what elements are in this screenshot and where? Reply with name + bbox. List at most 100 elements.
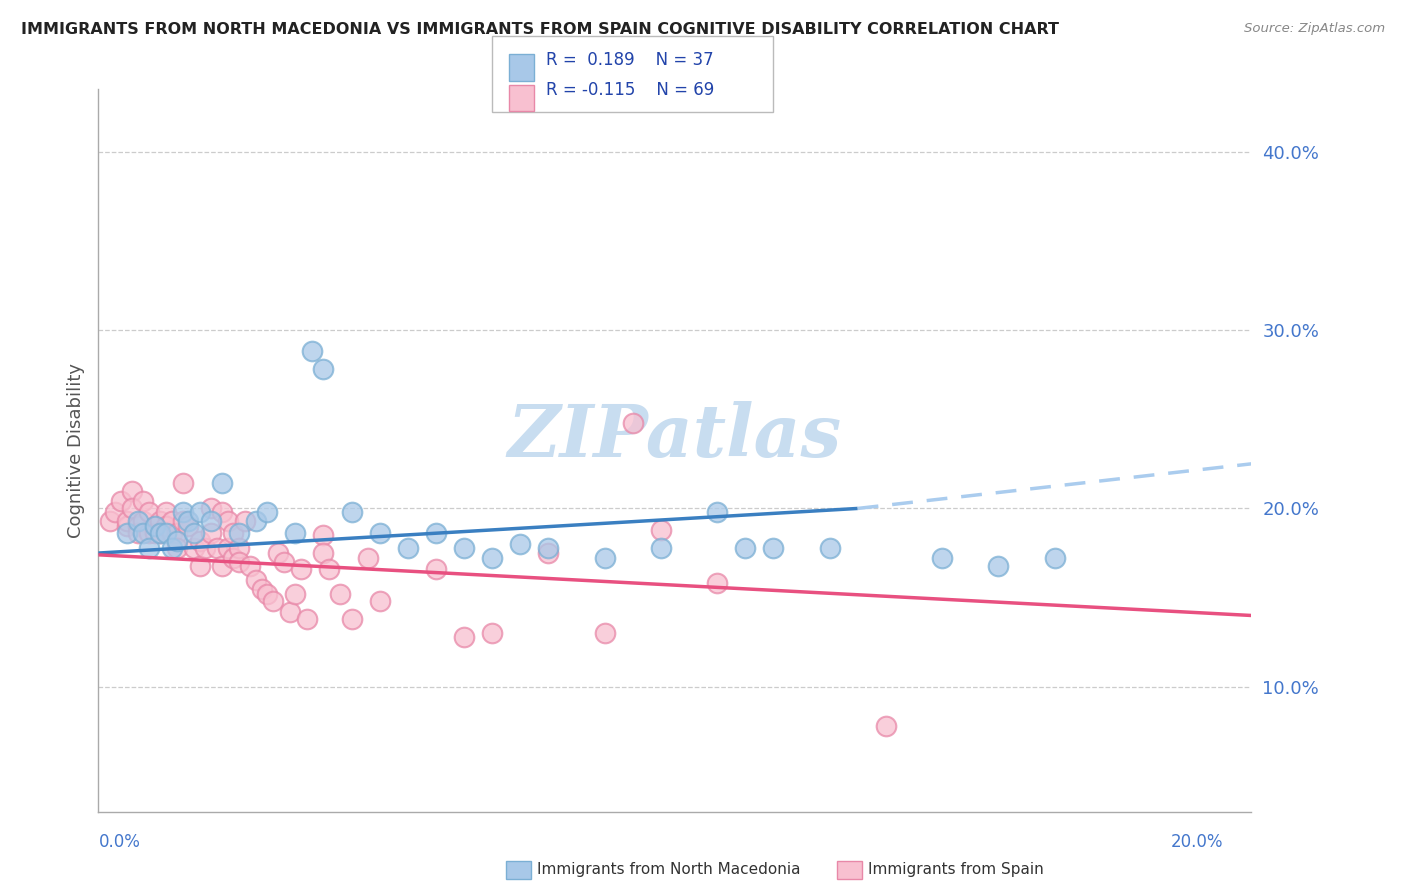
Point bbox=[138, 526, 160, 541]
Point bbox=[200, 501, 222, 516]
Point bbox=[172, 505, 194, 519]
Point bbox=[98, 514, 121, 528]
Point bbox=[177, 514, 200, 528]
Point bbox=[211, 558, 233, 573]
Point bbox=[172, 476, 194, 491]
Point bbox=[256, 505, 278, 519]
Point bbox=[166, 533, 188, 548]
Text: R = -0.115    N = 69: R = -0.115 N = 69 bbox=[546, 81, 714, 99]
Point bbox=[217, 541, 239, 555]
Point bbox=[183, 541, 205, 555]
Point bbox=[115, 526, 138, 541]
Point bbox=[706, 576, 728, 591]
Point bbox=[931, 551, 953, 566]
Text: ZIPatlas: ZIPatlas bbox=[508, 401, 842, 472]
Point bbox=[155, 519, 177, 533]
Point bbox=[127, 514, 149, 528]
Point bbox=[295, 612, 318, 626]
Point bbox=[537, 541, 560, 555]
Point bbox=[368, 526, 391, 541]
Point bbox=[155, 505, 177, 519]
Point bbox=[200, 526, 222, 541]
Point bbox=[396, 541, 419, 555]
Point bbox=[143, 519, 166, 533]
Text: Immigrants from Spain: Immigrants from Spain bbox=[868, 863, 1043, 877]
Point bbox=[278, 605, 301, 619]
Point bbox=[127, 519, 149, 533]
Point bbox=[138, 541, 160, 555]
Point bbox=[284, 587, 307, 601]
Point bbox=[273, 555, 295, 569]
Point bbox=[205, 541, 228, 555]
Point bbox=[621, 416, 644, 430]
Point bbox=[245, 573, 267, 587]
Point bbox=[987, 558, 1010, 573]
Point bbox=[188, 558, 211, 573]
Point bbox=[593, 551, 616, 566]
Point bbox=[228, 555, 250, 569]
Point bbox=[481, 626, 503, 640]
Point bbox=[211, 505, 233, 519]
Point bbox=[245, 514, 267, 528]
Point bbox=[734, 541, 756, 555]
Point bbox=[132, 514, 155, 528]
Point bbox=[228, 541, 250, 555]
Point bbox=[329, 587, 352, 601]
Point bbox=[357, 551, 380, 566]
Point bbox=[188, 533, 211, 548]
Point bbox=[149, 526, 172, 541]
Point bbox=[138, 505, 160, 519]
Point bbox=[132, 526, 155, 541]
Point bbox=[183, 526, 205, 541]
Point bbox=[222, 551, 245, 566]
Point bbox=[166, 541, 188, 555]
Point bbox=[650, 541, 672, 555]
Text: 0.0%: 0.0% bbox=[98, 833, 141, 851]
Point bbox=[172, 514, 194, 528]
Point bbox=[121, 501, 143, 516]
Point bbox=[143, 519, 166, 533]
Point bbox=[256, 587, 278, 601]
Point bbox=[250, 582, 273, 596]
Point bbox=[453, 630, 475, 644]
Point bbox=[1043, 551, 1066, 566]
Point bbox=[149, 514, 172, 528]
Text: Immigrants from North Macedonia: Immigrants from North Macedonia bbox=[537, 863, 800, 877]
Point bbox=[537, 546, 560, 560]
Point bbox=[217, 514, 239, 528]
Point bbox=[177, 519, 200, 533]
Point bbox=[132, 494, 155, 508]
Point bbox=[121, 483, 143, 498]
Point bbox=[284, 526, 307, 541]
Point bbox=[143, 526, 166, 541]
Point bbox=[160, 526, 183, 541]
Point bbox=[166, 526, 188, 541]
Point bbox=[228, 526, 250, 541]
Y-axis label: Cognitive Disability: Cognitive Disability bbox=[66, 363, 84, 538]
Point bbox=[194, 541, 217, 555]
Point bbox=[127, 526, 149, 541]
Point bbox=[509, 537, 531, 551]
Point bbox=[340, 505, 363, 519]
Point bbox=[312, 528, 335, 542]
Point bbox=[425, 562, 447, 576]
Point bbox=[340, 612, 363, 626]
Point bbox=[762, 541, 785, 555]
Text: IMMIGRANTS FROM NORTH MACEDONIA VS IMMIGRANTS FROM SPAIN COGNITIVE DISABILITY CO: IMMIGRANTS FROM NORTH MACEDONIA VS IMMIG… bbox=[21, 22, 1059, 37]
Point bbox=[312, 546, 335, 560]
Point bbox=[239, 558, 262, 573]
Point bbox=[318, 562, 340, 576]
Point bbox=[200, 514, 222, 528]
Point bbox=[818, 541, 841, 555]
Point bbox=[160, 541, 183, 555]
Point bbox=[149, 526, 172, 541]
Point bbox=[481, 551, 503, 566]
Text: 20.0%: 20.0% bbox=[1171, 833, 1223, 851]
Text: Source: ZipAtlas.com: Source: ZipAtlas.com bbox=[1244, 22, 1385, 36]
Point bbox=[875, 719, 897, 733]
Point bbox=[262, 594, 284, 608]
Point bbox=[706, 505, 728, 519]
Point bbox=[312, 362, 335, 376]
Point bbox=[425, 526, 447, 541]
Point bbox=[222, 526, 245, 541]
